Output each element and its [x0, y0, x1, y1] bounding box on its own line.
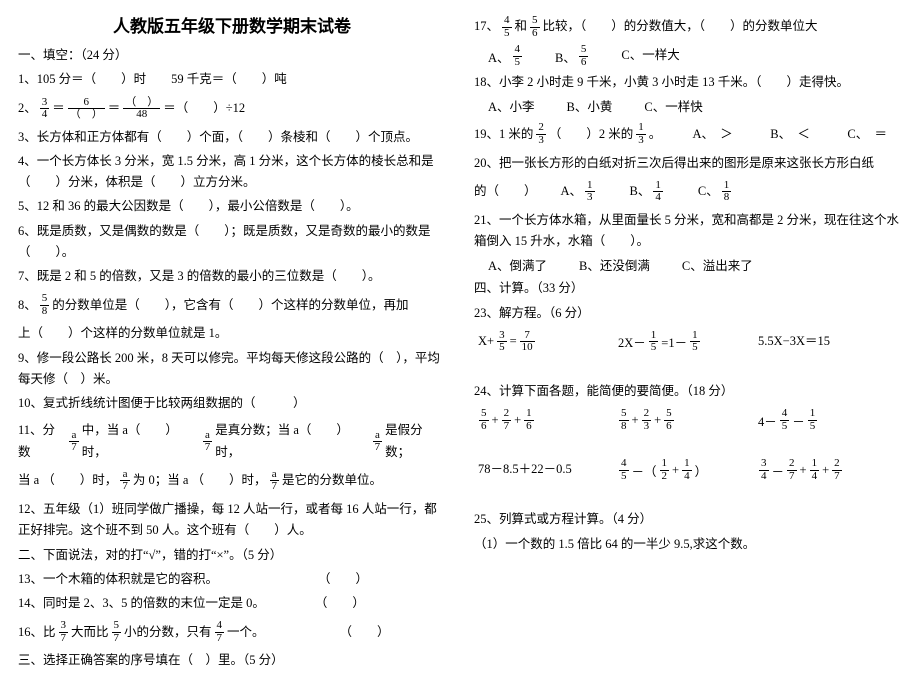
- q3: 3、长方体和正方体都有（ ）个面，（ ）条棱和（ ）个顶点。: [18, 127, 446, 148]
- left-column: 人教版五年级下册数学期末试卷 一、填空：（24 分） 1、105 分＝（ ）时 …: [18, 12, 446, 675]
- q8-line1: 8、 58 的分数单位是（ ），它含有（ ）个这样的分数单位，再加: [18, 293, 409, 317]
- frac-2-3: 23: [536, 122, 546, 146]
- calc-row-1: 56+27+16 58+23+56 4－45－15: [478, 408, 898, 432]
- q10: 10、复式折线统计图便于比较两组数据的（ ）: [18, 393, 446, 414]
- frac-a-7-2: a7: [203, 430, 213, 454]
- q1: 1、105 分＝（ ）时 59 千克＝（ ）吨: [18, 69, 446, 90]
- q17: 17、 45 和 56 比较，（ ）的分数值大，（ ）的分数单位大: [474, 15, 818, 39]
- q8-line2: 上（ ）个这样的分数单位就是 1。: [18, 323, 446, 344]
- q18-options: A、小李B、小黄C、一样快: [488, 96, 902, 115]
- q25: 25、列算式或方程计算。（4 分）: [474, 509, 902, 530]
- frac-5-6: 56: [530, 15, 540, 39]
- q16: 16、比 37 大而比 57 小的分数，只有 47 一个。 （ ）: [18, 620, 390, 644]
- frac-4-5: 45: [502, 15, 512, 39]
- q6: 6、既是质数，又是偶数的数是（ ）；既是质数，又是奇数的最小的数是（ ）。: [18, 221, 446, 264]
- q14: 14、同时是 2、3、5 的倍数的末位一定是 0。 （ ）: [18, 593, 446, 614]
- section-4: 四、计算。（33 分）: [474, 278, 902, 299]
- q25-1: （1）一个数的 1.5 倍比 64 的一半少 9.5,求这个数。: [474, 534, 902, 555]
- frac-3-7: 37: [59, 620, 69, 644]
- frac-a-7-4: a7: [120, 469, 130, 493]
- equations-row: X+35=710 2X－15=1－15 5.5X−3X＝15: [478, 330, 898, 354]
- q21: 21、一个长方体水箱，从里面量长 5 分米，宽和高都是 2 分米，现在往这个水箱…: [474, 210, 902, 253]
- frac-5-8: 58: [40, 293, 50, 317]
- right-column: 17、 45 和 56 比较，（ ）的分数值大，（ ）的分数单位大 A、45 B…: [474, 12, 902, 675]
- q23: 23、解方程。（6 分）: [474, 303, 902, 324]
- q5: 5、12 和 36 的最大公因数是（ ），最小公倍数是（ ）。: [18, 196, 446, 217]
- frac-6-blank: 6（ ）: [68, 97, 105, 121]
- q19: 19、1 米的 23 （ ）2 米的 13 。 A、 ＞ B、 ＜ C、 ＝: [474, 122, 887, 146]
- q11-line2: 当 a （ ）时， a7 为 0；当 a （ ）时， a7 是它的分数单位。: [18, 469, 382, 493]
- q7: 7、既是 2 和 5 的倍数，又是 3 的倍数的最小的三位数是（ ）。: [18, 266, 446, 287]
- frac-4-7: 47: [215, 620, 225, 644]
- q2: 2、 34 ＝ 6（ ） ＝ （ ）48 ＝（ ）÷12: [18, 97, 245, 121]
- title: 人教版五年级下册数学期末试卷: [18, 12, 446, 37]
- q21-options: A、倒满了B、还没倒满C、溢出来了: [488, 255, 902, 274]
- frac-a-7-3: a7: [373, 430, 383, 454]
- q13: 13、一个木箱的体积就是它的容积。 （ ）: [18, 569, 446, 590]
- frac-blank-48: （ ）48: [123, 97, 160, 121]
- section-3: 三、选择正确答案的序号填在（ ）里。（5 分）: [18, 650, 446, 671]
- section-1: 一、填空：（24 分）: [18, 45, 446, 66]
- q12: 12、五年级（1）班同学做广播操，每 12 人站一行，或者每 16 人站一行，都…: [18, 499, 446, 542]
- frac-a-7-5: a7: [270, 469, 280, 493]
- frac-5-7: 57: [112, 620, 122, 644]
- q18: 18、小李 2 小时走 9 千米，小黄 3 小时走 13 千米。（ ）走得快。: [474, 72, 902, 93]
- section-2: 二、下面说法，对的打“√”，错的打“×”。（5 分）: [18, 545, 446, 566]
- q4: 4、一个长方体长 3 分米，宽 1.5 分米，高 1 分米，这个长方体的棱长总和…: [18, 151, 446, 194]
- q9: 9、修一段公路长 200 米，8 天可以修完。平均每天修这段公路的（ ），平均每…: [18, 348, 446, 391]
- frac-a-7-1: a7: [69, 430, 79, 454]
- frac-1-3: 13: [636, 122, 646, 146]
- calc-row-2: 78－8.5＋22－0.5 45－（12+14） 34－27+14+27: [478, 458, 898, 482]
- q20b: 的（ ） A、13 B、14 C、18: [474, 180, 732, 204]
- q24: 24、计算下面各题，能简便的要简便。（18 分）: [474, 381, 902, 402]
- q17-options: A、45 B、56 C、一样大: [488, 44, 902, 68]
- q11-line1: 11、分数 a7 中，当 a（ ）时， a7 是真分数；当 a（ ）时， a7 …: [18, 420, 446, 463]
- q20a: 20、把一张长方形的白纸对折三次后得出来的图形是原来这张长方形白纸: [474, 153, 902, 174]
- frac-3-4: 34: [40, 97, 50, 121]
